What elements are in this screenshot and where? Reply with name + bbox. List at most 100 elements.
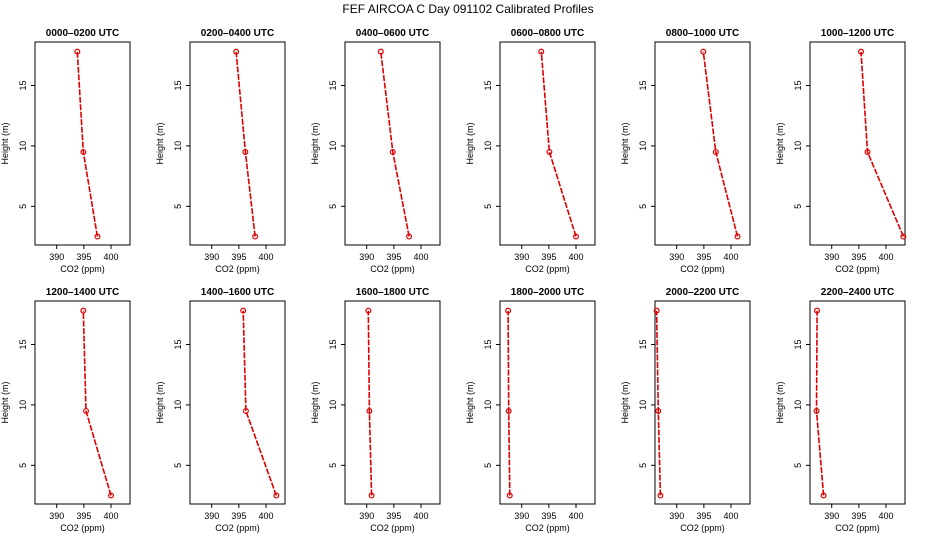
data-point — [505, 307, 512, 314]
panel-title: 1400–1600 UTC — [201, 287, 274, 298]
x-axis-label: CO2 (ppm) — [370, 523, 415, 533]
panel-title: 0600–0800 UTC — [511, 28, 584, 39]
y-axis-label: Height (m) — [0, 122, 10, 164]
profile-line — [82, 310, 112, 496]
data-point — [252, 233, 259, 240]
profile-line — [380, 51, 410, 237]
panel-title: 2000–2200 UTC — [666, 287, 739, 298]
data-point — [233, 48, 240, 55]
data-point — [813, 407, 820, 414]
figure-title: FEF AIRCOA C Day 091102 Calibrated Profi… — [342, 2, 593, 16]
profile-line — [860, 51, 905, 237]
x-axis-label: CO2 (ppm) — [680, 523, 725, 533]
y-tick-label: 5 — [328, 463, 338, 468]
profile-line — [815, 310, 825, 496]
data-point — [377, 48, 384, 55]
y-tick-label: 5 — [328, 204, 338, 209]
y-tick-label: 10 — [18, 400, 28, 410]
profile-line — [507, 310, 511, 496]
plot-frame — [189, 41, 286, 246]
data-point — [858, 48, 865, 55]
profile-line — [235, 51, 256, 237]
panel-title: 1200–1400 UTC — [46, 287, 119, 298]
panel-title: 1600–1800 UTC — [356, 287, 429, 298]
panel-title: 0800–1000 UTC — [666, 28, 739, 39]
x-tick-label: 400 — [568, 252, 583, 262]
y-tick-label: 10 — [483, 141, 493, 151]
x-axis-label: CO2 (ppm) — [835, 264, 880, 274]
plot-frame — [34, 300, 131, 505]
y-tick-label: 5 — [793, 204, 803, 209]
panel-title: 1800–2000 UTC — [511, 287, 584, 298]
y-tick-label: 15 — [638, 80, 648, 90]
y-tick-label: 5 — [18, 463, 28, 468]
y-tick-label: 10 — [793, 400, 803, 410]
data-point — [712, 148, 719, 155]
y-tick-label: 15 — [638, 339, 648, 349]
x-tick-label: 395 — [696, 511, 711, 521]
data-point — [506, 492, 513, 499]
data-point — [366, 407, 373, 414]
chart-panel: 1200–1400 UTC 390 395 400 CO2 (ppm) 5 10 15 Heig… — [0, 287, 131, 533]
data-point — [242, 148, 249, 155]
x-tick-label: 390 — [359, 511, 374, 521]
x-tick-label: 400 — [103, 252, 118, 262]
y-tick-label: 5 — [483, 463, 493, 468]
profile-line — [540, 51, 577, 237]
x-tick-label: 390 — [49, 511, 64, 521]
x-tick-label: 400 — [413, 252, 428, 262]
y-tick-label: 15 — [173, 80, 183, 90]
data-point — [74, 48, 81, 55]
chart-panel: 2200–2400 UTC 390 395 400 CO2 (ppm) 5 10 15 Heig… — [775, 287, 906, 533]
y-tick-label: 5 — [173, 204, 183, 209]
y-tick-label: 15 — [18, 339, 28, 349]
y-tick-label: 15 — [483, 80, 493, 90]
y-tick-label: 10 — [328, 141, 338, 151]
x-axis-label: CO2 (ppm) — [215, 523, 260, 533]
x-axis-label: CO2 (ppm) — [835, 523, 880, 533]
x-tick-label: 400 — [413, 511, 428, 521]
y-axis-label: Height (m) — [0, 381, 10, 423]
chart-panel: 1000–1200 UTC 390 395 400 CO2 (ppm) 5 10 15 Heig… — [775, 28, 907, 274]
x-tick-label: 390 — [49, 252, 64, 262]
y-tick-label: 10 — [793, 141, 803, 151]
x-tick-label: 395 — [696, 252, 711, 262]
chart-panel: 1400–1600 UTC 390 395 400 CO2 (ppm) 5 10 15 Heig… — [155, 287, 286, 533]
y-axis-label: Height (m) — [465, 122, 475, 164]
x-axis-label: CO2 (ppm) — [215, 264, 260, 274]
profile-line — [702, 51, 739, 237]
panel-title: 0000–0200 UTC — [46, 28, 119, 39]
y-axis-label: Height (m) — [155, 381, 165, 423]
x-tick-label: 390 — [824, 511, 839, 521]
chart-panel: 0600–0800 UTC 390 395 400 CO2 (ppm) 5 10 15 Heig… — [465, 28, 596, 274]
plot-frame — [809, 41, 906, 246]
x-axis-label: CO2 (ppm) — [60, 523, 105, 533]
x-tick-label: 395 — [231, 511, 246, 521]
x-tick-label: 395 — [76, 252, 91, 262]
x-tick-label: 395 — [76, 511, 91, 521]
chart-panel: 0200–0400 UTC 390 395 400 CO2 (ppm) 5 10 15 Heig… — [155, 28, 286, 274]
x-axis-label: CO2 (ppm) — [370, 264, 415, 274]
y-tick-label: 5 — [638, 463, 648, 468]
y-tick-label: 10 — [328, 400, 338, 410]
y-tick-label: 15 — [173, 339, 183, 349]
y-axis-label: Height (m) — [310, 381, 320, 423]
y-tick-label: 15 — [483, 339, 493, 349]
data-point — [900, 233, 907, 240]
x-tick-label: 390 — [669, 511, 684, 521]
y-axis-label: Height (m) — [465, 381, 475, 423]
x-axis-label: CO2 (ppm) — [525, 264, 570, 274]
data-point — [240, 307, 247, 314]
y-tick-label: 15 — [328, 339, 338, 349]
data-point — [655, 407, 662, 414]
x-tick-label: 390 — [669, 252, 684, 262]
data-point — [734, 233, 741, 240]
profile-line — [76, 51, 99, 237]
x-tick-label: 400 — [568, 511, 583, 521]
data-point — [273, 492, 280, 499]
data-point — [406, 233, 413, 240]
panel-title: 1000–1200 UTC — [821, 28, 894, 39]
panel-title: 0200–0400 UTC — [201, 28, 274, 39]
profile-line — [367, 310, 373, 496]
data-point — [94, 233, 101, 240]
